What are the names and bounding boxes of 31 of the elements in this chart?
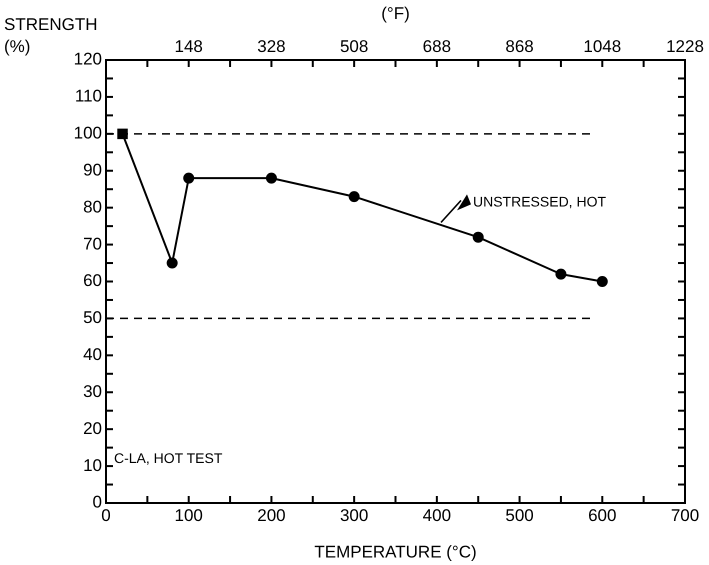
y-tick-label: 40 — [83, 345, 102, 364]
x-tick-label: 200 — [257, 506, 286, 526]
x2-tick-label: 868 — [505, 37, 534, 56]
x-axis-title: TEMPERATURE (°C) — [314, 542, 477, 562]
x2-tick-label: 1228 — [666, 37, 704, 56]
annotation: C-LA, HOT TEST — [114, 450, 223, 466]
x-tick-label: 100 — [174, 506, 203, 526]
y-tick-label: 110 — [74, 86, 102, 106]
x-tick-label: 400 — [422, 506, 452, 526]
y-tick-label: 90 — [83, 160, 102, 180]
x2-tick-label: 508 — [340, 37, 368, 56]
x-tick-label: 600 — [588, 506, 616, 526]
x2-axis-title: (°F) — [381, 4, 410, 23]
y-tick-label: 30 — [83, 382, 102, 401]
x2-tick-label: 1048 — [583, 37, 622, 56]
x-tick-label: 300 — [340, 506, 368, 526]
x2-tick-label: 688 — [422, 37, 452, 56]
y-tick-label: 20 — [83, 418, 102, 438]
point — [596, 276, 608, 287]
y-tick-label: 10 — [83, 456, 102, 475]
x2-tick-label: 328 — [257, 37, 286, 56]
y-tick-label: 70 — [83, 234, 102, 254]
y-tick-label: 100 — [74, 124, 102, 143]
annotation: UNSTRESSED, HOT — [472, 193, 606, 210]
y-tick-label: 50 — [83, 308, 102, 328]
y-tick-label: 0 — [92, 492, 102, 512]
y-tick-label: 60 — [83, 271, 102, 290]
x-tick-label: 700 — [670, 506, 700, 526]
y-tick-label: 80 — [83, 197, 102, 216]
x2-tick-label: 148 — [174, 37, 203, 56]
x-tick-label: 500 — [505, 506, 534, 526]
